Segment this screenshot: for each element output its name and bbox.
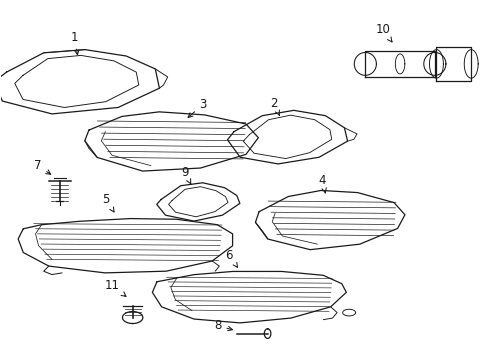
Text: 1: 1 [70, 31, 79, 55]
Text: 5: 5 [102, 193, 114, 212]
Text: 9: 9 [181, 166, 191, 185]
Text: 3: 3 [188, 98, 206, 117]
Text: 4: 4 [318, 174, 325, 193]
Text: 7: 7 [34, 159, 51, 174]
Text: 8: 8 [214, 319, 232, 332]
Text: 11: 11 [104, 279, 126, 296]
Text: 10: 10 [375, 23, 391, 42]
Text: 2: 2 [269, 97, 279, 115]
Text: 6: 6 [225, 248, 237, 267]
